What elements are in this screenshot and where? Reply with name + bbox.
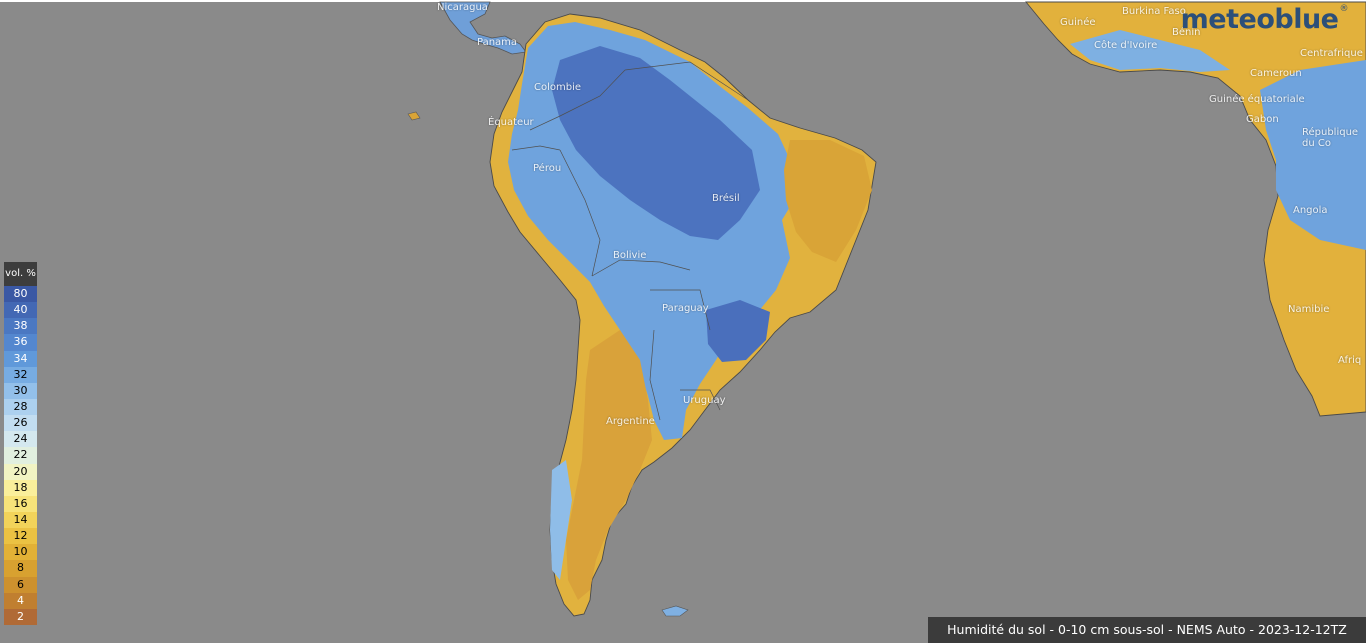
legend-swatch: 80: [4, 286, 37, 303]
falkland-islands: [661, 605, 689, 617]
legend-swatch: 18: [4, 479, 37, 496]
west-africa-wet-zone: [1070, 30, 1230, 72]
country-label-panama: Panama: [477, 37, 518, 48]
country-label-gabon: Gabon: [1246, 114, 1279, 125]
logo-text: meteoblue: [1180, 4, 1339, 35]
legend-swatch: 40: [4, 302, 37, 319]
legend-swatch: 30: [4, 382, 37, 399]
country-label-nicaragua: Nicaragua: [437, 2, 488, 13]
legend-swatch: 26: [4, 415, 37, 432]
legend-swatch: 28: [4, 398, 37, 416]
country-label-guinee-equatoriale: Guinée équatoriale: [1209, 94, 1305, 105]
legend-swatch: 24: [4, 431, 37, 448]
country-label-afrique: Afriq: [1338, 355, 1362, 366]
country-label-equateur: Équateur: [488, 117, 534, 128]
legend-swatch: 6: [4, 576, 37, 593]
legend-swatch: 8: [4, 560, 37, 577]
country-label-perou: Pérou: [533, 163, 562, 174]
legend-swatch: 20: [4, 463, 37, 480]
country-borders: [511, 61, 749, 421]
galapagos-islands: [407, 111, 421, 121]
country-label-benin: Bénin: [1172, 27, 1201, 38]
southeast-wet-zone: [706, 300, 770, 362]
country-label-colombie: Colombie: [534, 82, 582, 93]
central-america: [439, 1, 527, 55]
country-label-guinee: Guinée: [1060, 17, 1096, 28]
andes-wet-strip: [550, 460, 572, 580]
legend-swatch: 10: [4, 544, 37, 561]
legend-unit: vol. %: [4, 262, 37, 286]
core-wet-zone: [552, 46, 760, 240]
legend-swatch: 4: [4, 592, 37, 609]
country-label-bolivie: Bolivie: [613, 250, 647, 261]
country-label-namibie: Namibie: [1288, 304, 1330, 315]
legend-swatch: 38: [4, 318, 37, 335]
country-label-argentine: Argentine: [606, 416, 655, 427]
country-label-paraguay: Paraguay: [662, 303, 709, 314]
country-label-uruguay: Uruguay: [683, 395, 726, 406]
color-legend: vol. % 80 40 38 36 34 32 30 28 26 24 22 20 18 16 14 12 1…: [4, 262, 37, 625]
country-label-centrafrique: Centrafrique: [1300, 48, 1363, 59]
legend-swatch: 2: [4, 608, 37, 625]
legend-swatch: 36: [4, 334, 37, 351]
map-caption: Humidité du sol - 0-10 cm sous-sol - NEM…: [928, 617, 1366, 643]
country-label-rdc: République du Co: [1302, 127, 1359, 149]
registered-mark: ®: [1339, 4, 1349, 14]
legend-swatches: 80 40 38 36 34 32 30 28 26 24 22 20 18 16 14 12 10 8 6 4 2: [4, 286, 37, 625]
country-label-cote-divoire: Côte d'Ivoire: [1094, 40, 1158, 51]
country-label-burkina-faso: Burkina Faso: [1122, 6, 1186, 17]
northeast-dry-zone: [784, 140, 872, 262]
legend-swatch: 12: [4, 528, 37, 545]
country-label-bresil: Brésil: [712, 193, 740, 204]
legend-swatch: 32: [4, 366, 37, 383]
legend-swatch: 14: [4, 511, 37, 529]
meteoblue-logo[interactable]: meteoblue®: [1180, 4, 1349, 35]
legend-swatch: 16: [4, 495, 37, 512]
legend-swatch: 22: [4, 447, 37, 464]
country-label-cameroun: Cameroun: [1250, 68, 1302, 79]
central-africa-wet-zone: [1260, 60, 1366, 250]
country-label-angola: Angola: [1293, 205, 1328, 216]
patagonia-dry-zone: [566, 330, 652, 600]
legend-swatch: 34: [4, 350, 37, 367]
top-border: [0, 0, 1366, 2]
